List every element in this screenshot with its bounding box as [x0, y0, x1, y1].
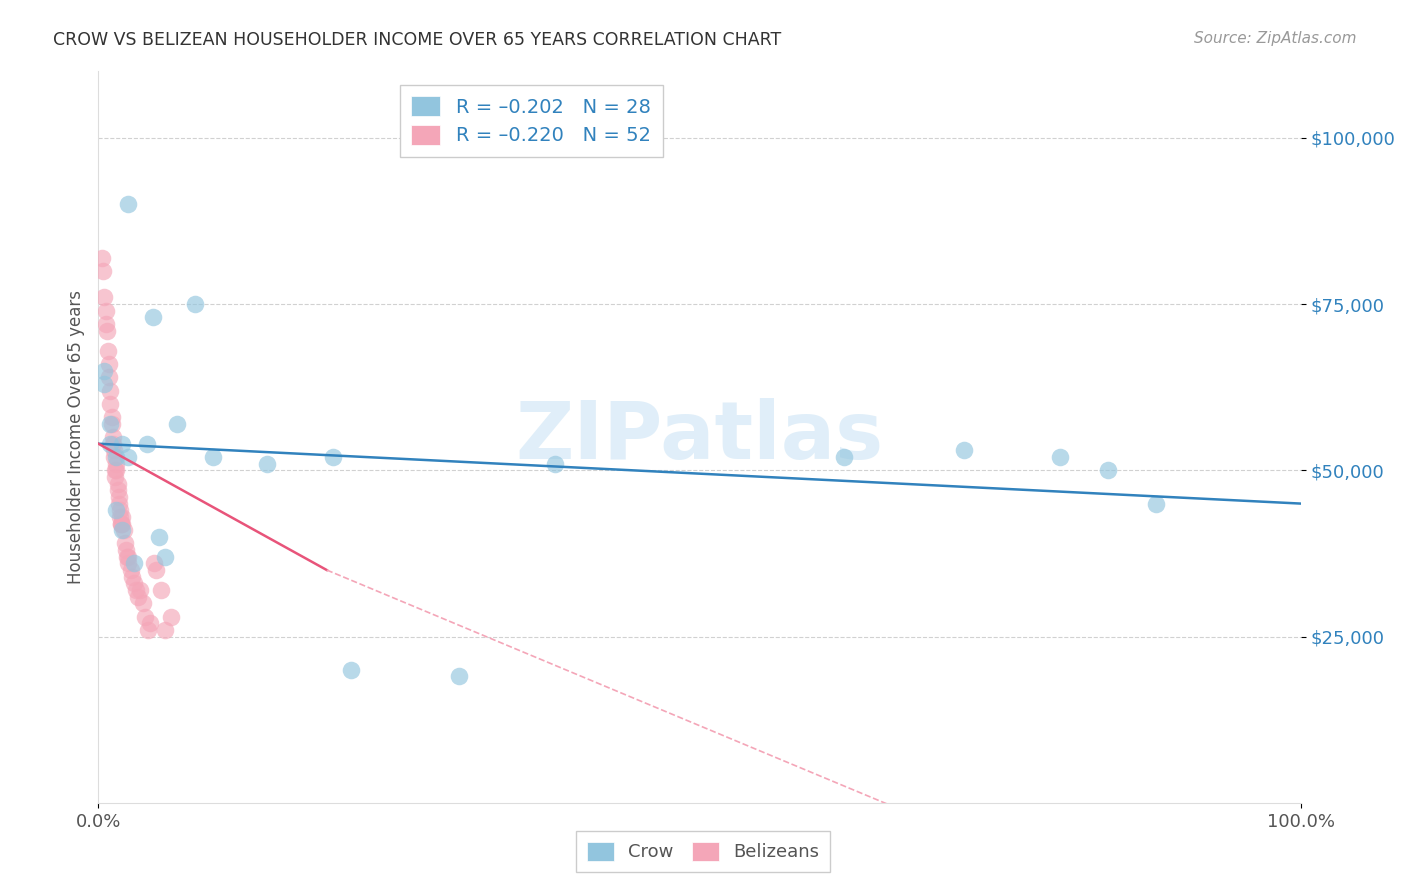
Legend: Crow, Belizeans: Crow, Belizeans [576, 831, 830, 872]
Point [1049, 450, 1071, 464]
Point [159, 609, 181, 624]
Point [100, 410, 122, 425]
Point [447, 669, 470, 683]
Point [340, 663, 363, 677]
Point [322, 450, 344, 464]
Point [104, 470, 127, 484]
Point [134, 609, 156, 624]
Point [107, 483, 129, 498]
Point [103, 450, 125, 464]
Point [111, 509, 134, 524]
Point [93, 290, 115, 304]
Point [145, 563, 167, 577]
Point [149, 582, 172, 597]
Point [127, 590, 149, 604]
Point [120, 563, 142, 577]
Point [114, 536, 136, 550]
Point [105, 463, 128, 477]
Text: Source: ZipAtlas.com: Source: ZipAtlas.com [1194, 31, 1357, 46]
Point [108, 490, 131, 504]
Point [132, 596, 155, 610]
Y-axis label: Householder Income Over 65 years: Householder Income Over 65 years [66, 290, 84, 584]
Point [108, 497, 131, 511]
Point [166, 417, 188, 431]
Point [953, 443, 976, 458]
Point [101, 436, 124, 450]
Point [136, 623, 159, 637]
Text: ZIPatlas: ZIPatlas [516, 398, 883, 476]
Text: CROW VS BELIZEAN HOUSEHOLDER INCOME OVER 65 YEARS CORRELATION CHART: CROW VS BELIZEAN HOUSEHOLDER INCOME OVER… [53, 31, 782, 49]
Point [117, 549, 139, 564]
Point [108, 509, 131, 524]
Point [91, 264, 114, 278]
Point [141, 310, 163, 325]
Point [117, 197, 139, 211]
Point [117, 549, 139, 564]
Point [98, 370, 121, 384]
Point [97, 343, 120, 358]
Point [111, 523, 134, 537]
Point [100, 384, 122, 398]
Point [107, 476, 129, 491]
Point [100, 397, 122, 411]
Point [98, 357, 121, 371]
Point [112, 523, 135, 537]
Point [142, 557, 165, 571]
Point [105, 450, 128, 464]
Point [125, 582, 148, 597]
Point [117, 450, 139, 464]
Legend: R = –0.202   N = 28, R = –0.220   N = 52: R = –0.202 N = 28, R = –0.220 N = 52 [399, 85, 662, 157]
Point [108, 503, 131, 517]
Point [117, 557, 139, 571]
Point [1144, 497, 1167, 511]
Point [201, 450, 224, 464]
Point [115, 543, 138, 558]
Point [135, 436, 157, 450]
Point [129, 582, 152, 597]
Point [111, 436, 134, 450]
Point [256, 457, 278, 471]
Point [148, 530, 170, 544]
Point [93, 376, 115, 391]
Point [100, 417, 122, 431]
Point [96, 324, 118, 338]
Point [153, 549, 176, 564]
Point [1097, 463, 1119, 477]
Point [105, 457, 128, 471]
Point [183, 297, 205, 311]
Point [110, 516, 132, 531]
Point [103, 443, 125, 458]
Point [94, 317, 117, 331]
Point [105, 503, 128, 517]
Point [93, 363, 115, 377]
Point [101, 430, 124, 444]
Point [110, 516, 132, 531]
Point [544, 457, 567, 471]
Point [153, 623, 176, 637]
Point [91, 251, 114, 265]
Point [832, 450, 855, 464]
Point [100, 436, 122, 450]
Point [94, 303, 117, 318]
Point [139, 616, 162, 631]
Point [124, 557, 146, 571]
Point [100, 417, 122, 431]
Point [111, 516, 134, 531]
Point [124, 576, 146, 591]
Point [121, 570, 143, 584]
Point [104, 463, 127, 477]
